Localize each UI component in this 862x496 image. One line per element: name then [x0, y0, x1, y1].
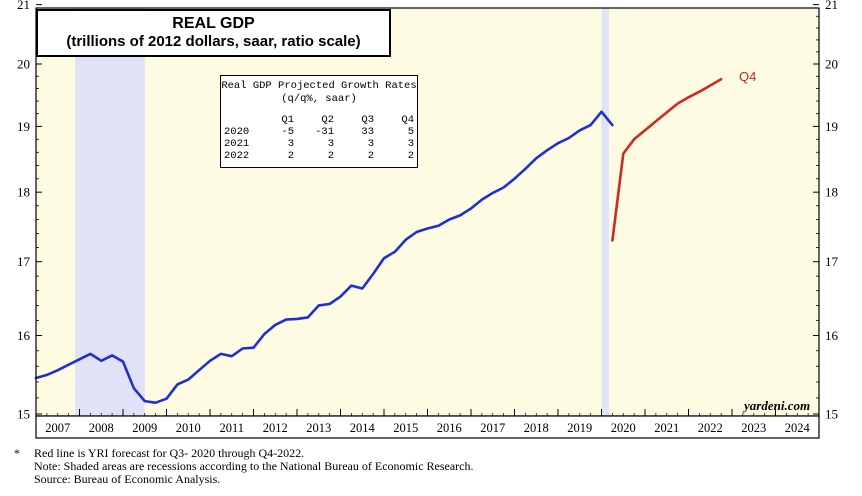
x-tick-label: 2024: [785, 421, 811, 435]
table-cell: 2: [287, 150, 294, 162]
y-tick-label-left: 19: [17, 119, 30, 134]
forecast-end-label: Q4: [739, 69, 757, 84]
y-tick-label-right: 21: [825, 0, 838, 12]
growth-rates-table: Real GDP Projected Growth Rates (q/q%, s…: [220, 75, 418, 168]
growth-rates-heading: Real GDP Projected Growth Rates: [221, 80, 417, 92]
table-cell: 3: [287, 138, 294, 150]
y-tick-label-left: 20: [17, 57, 30, 72]
chart-title: REAL GDP: [172, 15, 255, 32]
row-year: 2022: [224, 150, 250, 162]
y-tick-label-right: 15: [825, 407, 838, 422]
footnote-forecast: * Red line is YRI forecast for Q3- 2020 t…: [14, 446, 305, 460]
footnotes: * Red line is YRI forecast for Q3- 2020 t…: [14, 447, 474, 486]
year-strip-frame: [35, 415, 820, 439]
growth-rates-header-row: Q1 Q2 Q3 Q4: [224, 114, 414, 126]
y-tick-label-right: 20: [825, 57, 838, 72]
table-cell: 2: [367, 150, 374, 162]
series-lines: [34, 78, 723, 405]
plot-background: [36, 8, 819, 416]
table-cell: -31: [315, 126, 334, 138]
y-tick-label-right: 16: [825, 328, 839, 343]
x-tick-label: 2018: [524, 421, 549, 435]
x-tick-label: 2008: [89, 421, 114, 435]
y-axis-left: 15 16 17 18 19 20 21: [17, 0, 31, 422]
x-tick-label: 2023: [741, 421, 766, 435]
x-tick-label: 2010: [176, 421, 201, 435]
recession-band: [601, 8, 609, 416]
y-tick-label-left: 15: [17, 407, 30, 422]
column-header: Q4: [401, 114, 414, 126]
table-cell: -5: [281, 126, 294, 138]
y-tick-label-left: 17: [17, 254, 31, 269]
table-cell: 3: [367, 138, 374, 150]
x-tick-label: 2017: [480, 421, 505, 435]
x-tick-label: 2015: [393, 421, 418, 435]
y-axis-right: 15 16 17 18 19 20 21: [825, 0, 839, 422]
table-cell: 2: [327, 150, 334, 162]
y-tick-label-left: 21: [17, 0, 30, 12]
y-tick-label-left: 16: [17, 328, 31, 343]
table-row: 2020 -5 -31 33 5: [224, 126, 414, 138]
table-cell: 3: [327, 138, 334, 150]
y-tick-label-left: 18: [17, 185, 30, 200]
table-cell: 33: [361, 126, 374, 138]
table-cell: 5: [407, 126, 414, 138]
footnote-recession: Note: Shaded areas are recessions accord…: [34, 459, 474, 473]
recession-shading: [75, 8, 609, 416]
column-header: Q3: [361, 114, 374, 126]
x-tick-label: 2007: [45, 421, 70, 435]
y-tick-label-right: 17: [825, 254, 839, 269]
x-tick-label: 2022: [698, 421, 723, 435]
chart-title-box: REAL GDP (trillions of 2012 dollars, saa…: [36, 9, 391, 57]
y-tick-label-right: 19: [825, 119, 838, 134]
column-header: Q2: [321, 114, 334, 126]
chart-subtitle: (trillions of 2012 dollars, saar, ratio …: [66, 33, 361, 50]
source-watermark: yardeni.com: [744, 398, 811, 413]
x-tick-label: 2021: [654, 421, 679, 435]
footnote-source: Source: Bureau of Economic Analysis.: [34, 472, 221, 486]
x-tick-label: 2019: [567, 421, 592, 435]
column-header: Q1: [281, 114, 294, 126]
x-tick-label: 2014: [350, 421, 376, 435]
row-year: 2021: [224, 138, 250, 150]
forecast-gdp-line: [611, 78, 723, 242]
recession-band: [75, 8, 145, 416]
table-cell: 3: [407, 138, 414, 150]
footnote-star: *: [14, 446, 20, 460]
x-tick-label: 2016: [437, 421, 462, 435]
growth-rates-grid: Q1 Q2 Q3 Q4 2020 -5 -31 33 5 2021 3 3 3 …: [224, 114, 414, 162]
x-tick-label: 2012: [263, 421, 288, 435]
table-row: 2022 2 2 2 2: [224, 150, 414, 162]
table-cell: 2: [407, 150, 414, 162]
x-tick-label: 2011: [219, 421, 244, 435]
y-tick-label-right: 18: [825, 185, 838, 200]
x-tick-label: 2020: [611, 421, 636, 435]
table-row: 2021 3 3 3 3: [224, 138, 414, 150]
growth-rates-subheading: (q/q%, saar): [281, 93, 357, 105]
row-year: 2020: [224, 126, 250, 138]
x-tick-label: 2013: [306, 421, 331, 435]
actual-gdp-line: [34, 110, 614, 405]
x-tick-label: 2009: [132, 421, 157, 435]
x-axis-years: 2007 2008 2009 2010 2011 2012 2013 2014 2015 2016…: [45, 421, 810, 435]
